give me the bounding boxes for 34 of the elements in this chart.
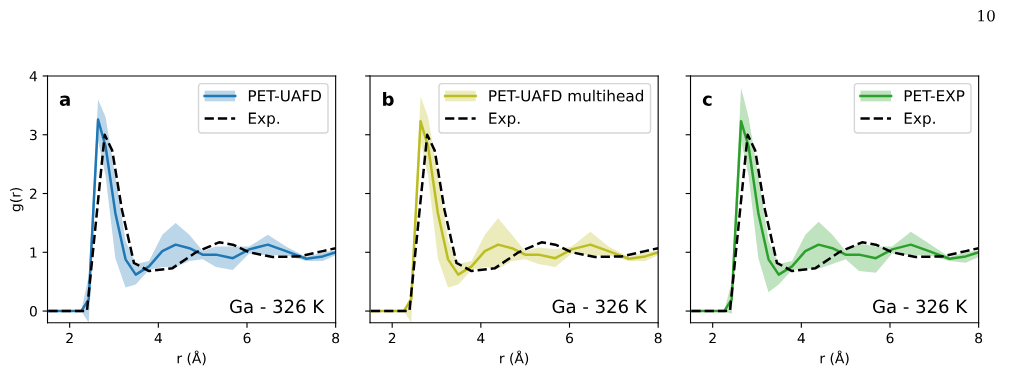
x-tick-label: 2 [388, 332, 396, 344]
y-tick-label: 3 [30, 129, 37, 141]
x-axis-title: r (Å) [177, 350, 206, 366]
annotation: a [59, 95, 70, 106]
x-axis-title: r (Å) [500, 350, 529, 366]
legend-label: Exp. [904, 112, 935, 127]
annotation: Ga - 326 K [873, 299, 968, 314]
annotation: c [702, 95, 712, 106]
y-axis-title: g(r) [9, 187, 24, 212]
x-tick-label: 6 [886, 332, 894, 344]
x-tick-label: 8 [654, 332, 662, 344]
x-tick-label: 2 [66, 332, 73, 344]
legend-label: PET-UAFD [248, 90, 321, 102]
legend-label: PET-EXP [904, 90, 965, 102]
y-tick-label: 0 [29, 306, 37, 317]
annotation: b [383, 91, 394, 106]
x-tick-label: 8 [975, 332, 983, 344]
x-tick-label: 4 [477, 332, 485, 344]
x-tick-label: 6 [243, 332, 251, 344]
legend-label: Exp. [248, 112, 279, 127]
legend-label: Exp. [489, 112, 520, 127]
x-tick-label: 4 [154, 332, 162, 344]
text: 10 [978, 9, 995, 22]
annotation: Ga - 326 K [230, 299, 325, 314]
x-tick-label: 6 [566, 332, 574, 344]
annotation: Ga - 326 K [552, 299, 648, 314]
y-tick-label: 2 [29, 188, 37, 199]
y-tick-label: 4 [29, 71, 38, 82]
y-tick-label: 1 [30, 247, 37, 258]
x-tick-label: 8 [332, 332, 340, 344]
x-tick-label: 2 [709, 332, 716, 344]
legend-label: PET-UAFD multihead [489, 89, 644, 102]
x-axis-title: r (Å) [820, 350, 849, 366]
x-tick-label: 4 [797, 332, 805, 344]
